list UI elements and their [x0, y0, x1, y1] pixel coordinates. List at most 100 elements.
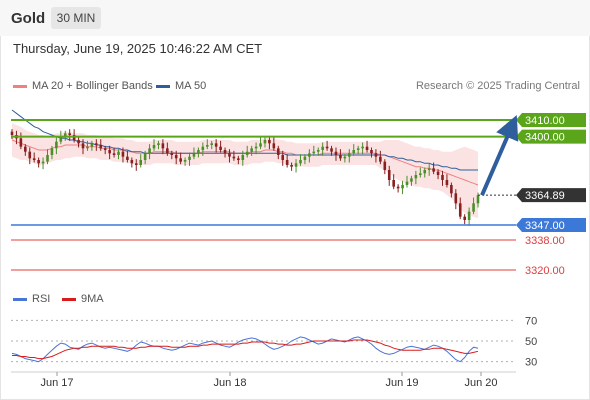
candle — [117, 151, 120, 155]
timestamp: Thursday, June 19, 2025 10:46:22 AM CET — [13, 41, 263, 56]
candle — [356, 148, 360, 150]
current-price-label: 3364.89 — [525, 190, 565, 202]
candle — [37, 160, 40, 164]
candle — [32, 158, 36, 160]
candle — [365, 146, 369, 150]
rsi-series-9ma — [12, 339, 479, 360]
candle — [410, 178, 413, 182]
legend-9ma: 9MA — [62, 293, 104, 305]
candle — [59, 136, 63, 142]
candle — [396, 186, 400, 189]
candle — [237, 158, 240, 160]
candle — [126, 156, 129, 160]
candle — [450, 185, 453, 194]
legend-rsi: RSI — [13, 293, 50, 305]
level-tag — [516, 129, 586, 144]
candle — [379, 156, 382, 162]
candle — [263, 140, 267, 144]
candle — [24, 146, 27, 152]
candle — [441, 175, 444, 180]
candle — [112, 153, 116, 155]
timeframe-selector[interactable]: 30 MIN — [51, 7, 101, 29]
legend-bollinger: MA 20 + Bollinger Bands — [13, 80, 153, 92]
candle — [223, 150, 227, 154]
candle — [205, 145, 209, 147]
candle — [228, 153, 231, 157]
candle — [121, 151, 125, 157]
candle — [290, 165, 293, 167]
candle — [214, 143, 218, 147]
candle — [392, 180, 395, 187]
candle — [103, 148, 107, 150]
candle — [63, 133, 67, 137]
instrument-title: Gold — [11, 10, 46, 27]
rsi-tick-label: 30 — [525, 357, 537, 369]
candle — [325, 146, 329, 149]
candle — [463, 216, 466, 220]
candle — [370, 150, 373, 154]
rsi-tick-label: 70 — [525, 315, 537, 327]
candle — [46, 155, 49, 162]
candle — [445, 180, 449, 185]
candle — [436, 171, 440, 175]
candle — [130, 160, 134, 164]
candle — [414, 175, 418, 179]
candle — [183, 160, 187, 162]
candle — [321, 146, 324, 150]
legend-label-rsi: RSI — [32, 293, 51, 305]
candle — [197, 150, 200, 154]
candle — [454, 193, 458, 204]
legend-label-9ma: 9MA — [81, 293, 104, 305]
candle — [276, 148, 280, 155]
legend-label-bollinger: MA 20 + Bollinger Bands — [32, 80, 153, 92]
copyright-text: Research © 2025 Trading Central — [415, 80, 580, 92]
candle — [55, 141, 58, 149]
candle — [95, 143, 98, 145]
legend-swatch-ma50 — [156, 84, 170, 88]
x-tick-label: Jun 18 — [213, 377, 246, 389]
candle — [401, 185, 404, 189]
x-tick-label: Jun 20 — [464, 377, 497, 389]
candle — [303, 156, 307, 160]
candle — [10, 131, 14, 135]
candle — [28, 151, 32, 159]
candle — [334, 151, 338, 155]
x-tick-label: Jun 17 — [40, 377, 73, 389]
projection-arrow — [480, 114, 519, 196]
candle — [374, 153, 378, 157]
candle — [361, 146, 364, 149]
candle — [170, 153, 174, 155]
candle — [281, 155, 285, 160]
candle — [99, 145, 103, 149]
candle — [343, 156, 347, 159]
level-label: 3410.00 — [525, 115, 565, 127]
candle — [157, 143, 160, 145]
candle — [41, 161, 45, 164]
level-label: 3320.00 — [525, 265, 565, 277]
candle — [139, 160, 143, 165]
candle — [210, 143, 214, 145]
candle — [68, 133, 71, 135]
candle — [308, 153, 311, 157]
current-price-tag — [516, 188, 586, 203]
candle — [472, 203, 475, 212]
candle — [352, 150, 356, 154]
candle — [90, 143, 94, 147]
candle — [272, 143, 276, 149]
candle — [254, 146, 258, 149]
candle — [285, 160, 289, 165]
candle — [174, 155, 178, 159]
candle — [347, 153, 351, 157]
candle — [339, 155, 342, 159]
candle — [219, 146, 222, 150]
candle — [405, 181, 409, 185]
candle — [134, 163, 138, 165]
candle — [330, 148, 333, 152]
rsi-tick-label: 50 — [525, 336, 537, 348]
candle — [152, 145, 156, 149]
x-tick-label: Jun 19 — [385, 377, 418, 389]
level-tag — [516, 113, 586, 127]
level-label: 3347.00 — [525, 220, 565, 232]
legend-swatch-9ma — [62, 297, 76, 301]
